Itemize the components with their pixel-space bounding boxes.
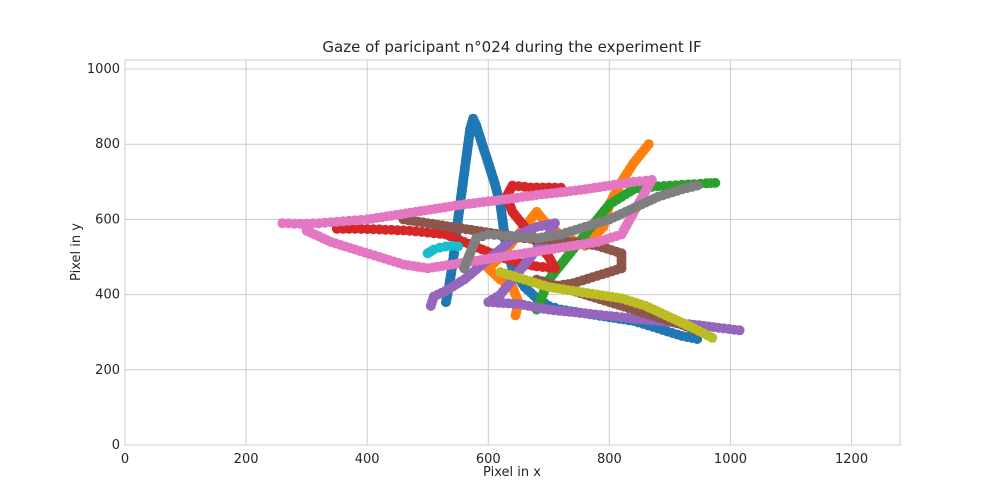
- gaze-point: [710, 177, 721, 188]
- x-tick-label: 600: [476, 452, 501, 467]
- x-tick-label: 0: [121, 452, 129, 467]
- x-tick-label: 200: [234, 452, 259, 467]
- series-layer: [277, 113, 745, 344]
- x-tick-label: 400: [355, 452, 380, 467]
- x-tick-labels: 0 200 400 600 800 1000 1200: [121, 452, 868, 467]
- y-tick-label: 0: [112, 438, 120, 453]
- series-7: [459, 180, 703, 274]
- y-axis-label: Pixel in y: [69, 223, 84, 281]
- y-tick-label: 1000: [87, 62, 120, 77]
- gaze-point: [643, 139, 654, 150]
- grid: [125, 60, 900, 445]
- gaze-point: [707, 332, 718, 343]
- x-tick-label: 800: [597, 452, 622, 467]
- gaze-point: [734, 325, 745, 336]
- series-8: [495, 267, 718, 343]
- y-tick-label: 200: [95, 363, 120, 378]
- x-axis-label: Pixel in x: [483, 465, 541, 480]
- y-tick-label: 800: [95, 137, 120, 152]
- series-9: [422, 240, 463, 259]
- gaze-point: [692, 180, 703, 191]
- y-tick-labels: 0 200 400 600 800 1000: [87, 62, 120, 453]
- x-tick-label: 1200: [835, 452, 868, 467]
- gaze-point: [301, 225, 312, 236]
- chart-title: Gaze of paricipant n°024 during the expe…: [322, 38, 701, 56]
- y-tick-label: 400: [95, 288, 120, 303]
- y-tick-label: 600: [95, 212, 120, 227]
- gaze-point: [453, 241, 463, 252]
- x-tick-label: 1000: [714, 452, 747, 467]
